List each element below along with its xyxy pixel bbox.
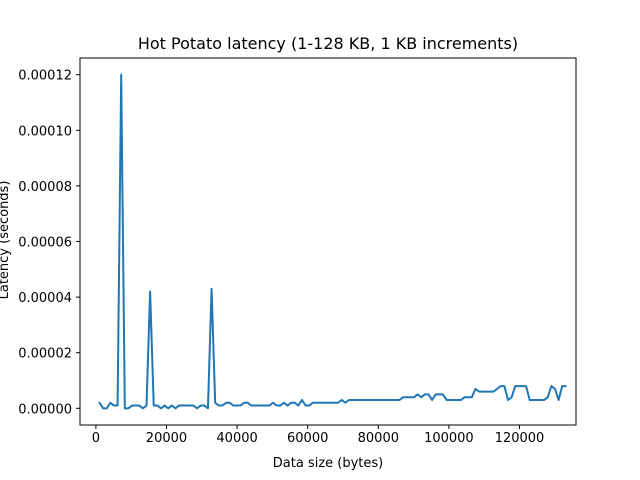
x-tick-label: 120000 [495, 431, 545, 446]
series-line [98, 73, 567, 410]
y-tick-label: 0.00008 [18, 180, 72, 195]
y-tick-label: 0.00006 [18, 236, 72, 251]
y-tick-label: 0.00002 [18, 347, 72, 362]
y-tick-label: 0.00012 [18, 69, 72, 84]
chart-title: Hot Potato latency (1-128 KB, 1 KB incre… [138, 34, 518, 53]
x-tick-label: 0 [92, 431, 100, 446]
x-tick-label: 20000 [146, 431, 187, 446]
x-tick-label: 40000 [216, 431, 257, 446]
x-axis-ticks: 0 20000 40000 60000 80000 100000 120000 [92, 425, 545, 446]
series-group [98, 73, 567, 410]
x-tick-label: 60000 [287, 431, 328, 446]
plot-axes: 0 20000 40000 60000 80000 100000 120000 0.0000… [18, 57, 577, 446]
y-axis-label: Latency (seconds) [0, 181, 12, 300]
y-tick-label: 0.00000 [18, 402, 72, 417]
x-tick-label: 100000 [424, 431, 474, 446]
y-axis-ticks: 0.00000 0.00002 0.00004 0.00006 0.00008 0.000… [18, 69, 80, 417]
x-tick-label: 80000 [358, 431, 399, 446]
x-axis-label: Data size (bytes) [273, 456, 383, 471]
y-tick-label: 0.00010 [18, 124, 72, 139]
y-tick-label: 0.00004 [18, 291, 72, 306]
